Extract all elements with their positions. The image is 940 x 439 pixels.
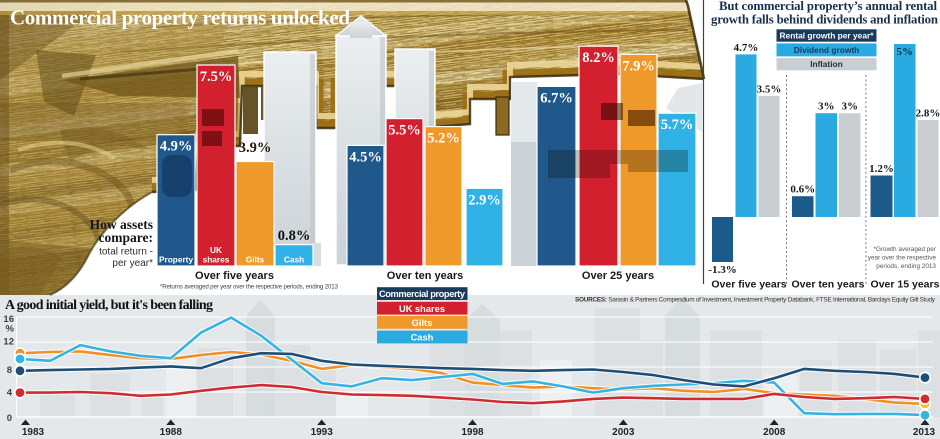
svg-text:4.5%: 4.5% <box>349 149 382 165</box>
svg-text:2003: 2003 <box>612 427 635 438</box>
svg-text:3.9%: 3.9% <box>239 140 272 156</box>
svg-text:2.9%: 2.9% <box>468 192 501 208</box>
svg-text:Inflation: Inflation <box>810 59 843 69</box>
svg-text:0.8%: 0.8% <box>278 228 311 244</box>
svg-text:per year*: per year* <box>112 258 153 269</box>
svg-text:0.6%: 0.6% <box>790 184 815 196</box>
svg-text:2013: 2013 <box>913 427 936 438</box>
svg-text:compare:: compare: <box>99 230 153 245</box>
svg-text:Dividend growth: Dividend growth <box>794 45 860 55</box>
svg-text:8.2%: 8.2% <box>582 50 615 66</box>
svg-text:year over the respective: year over the respective <box>868 255 937 262</box>
svg-text:2008: 2008 <box>763 427 786 438</box>
svg-text:Over five years: Over five years <box>711 279 786 291</box>
svg-text:Over ten years: Over ten years <box>792 279 865 291</box>
svg-text:4: 4 <box>7 388 13 399</box>
svg-text:1.2%: 1.2% <box>869 163 894 175</box>
svg-text:2.8%: 2.8% <box>916 108 940 120</box>
svg-text:0: 0 <box>7 413 12 424</box>
svg-text:4.9%: 4.9% <box>160 139 193 155</box>
svg-text:7.9%: 7.9% <box>622 58 655 74</box>
svg-text:1983: 1983 <box>22 427 45 438</box>
svg-text:growth falls behind dividends: growth falls behind dividends and inflat… <box>711 13 938 27</box>
svg-text:4.7%: 4.7% <box>734 42 759 54</box>
svg-text:6.7%: 6.7% <box>540 90 573 106</box>
svg-text:UK: UK <box>210 245 222 255</box>
svg-text:Gilts: Gilts <box>246 255 265 265</box>
svg-text:3%: 3% <box>818 101 835 113</box>
svg-text:A good initial yield, but it's: A good initial yield, but it's been fall… <box>5 298 213 313</box>
svg-text:5.2%: 5.2% <box>427 131 460 147</box>
svg-text:3%: 3% <box>842 101 859 113</box>
svg-text:SOURCES: Sarasin & Partners Co: SOURCES: Sarasin & Partners Compendium o… <box>575 297 936 304</box>
svg-text:Gilts: Gilts <box>412 318 433 328</box>
svg-text:5%: 5% <box>897 46 914 58</box>
svg-text:Commercial property returns un: Commercial property returns unlocked <box>10 6 350 30</box>
svg-text:-1.3%: -1.3% <box>708 264 736 276</box>
svg-text:5.7%: 5.7% <box>661 117 694 133</box>
svg-text:3.5%: 3.5% <box>757 83 782 95</box>
svg-text:total return -: total return - <box>99 247 153 258</box>
svg-text:%: % <box>6 324 15 335</box>
svg-text:Over ten years: Over ten years <box>387 270 463 282</box>
svg-text:Property: Property <box>159 255 194 265</box>
svg-text:How assets: How assets <box>90 217 153 232</box>
svg-text:Cash: Cash <box>411 333 434 343</box>
svg-text:5.5%: 5.5% <box>388 123 421 139</box>
svg-text:1993: 1993 <box>311 427 334 438</box>
svg-text:1988: 1988 <box>160 427 183 438</box>
svg-text:*Growth averaged per: *Growth averaged per <box>873 246 936 253</box>
svg-text:1998: 1998 <box>461 427 484 438</box>
svg-text:Over five years: Over five years <box>195 270 274 282</box>
svg-text:7.5%: 7.5% <box>200 69 233 85</box>
svg-text:Over 15 years: Over 15 years <box>871 279 940 291</box>
svg-text:Commercial property: Commercial property <box>379 289 466 299</box>
svg-text:Over 25 years: Over 25 years <box>582 270 654 282</box>
svg-text:Rental growth per year*: Rental growth per year* <box>780 30 875 40</box>
svg-text:But commercial property’s annu: But commercial property’s annual rental <box>719 0 937 13</box>
svg-text:12: 12 <box>3 337 14 348</box>
svg-text:16: 16 <box>3 314 14 325</box>
svg-text:shares: shares <box>203 255 230 265</box>
svg-text:UK shares: UK shares <box>399 304 445 314</box>
svg-text:periods, ending 2013: periods, ending 2013 <box>876 263 936 270</box>
svg-text:*Returns averaged per year ove: *Returns averaged per year over the resp… <box>160 284 339 291</box>
svg-text:8: 8 <box>7 365 12 376</box>
svg-text:Cash: Cash <box>284 255 304 265</box>
